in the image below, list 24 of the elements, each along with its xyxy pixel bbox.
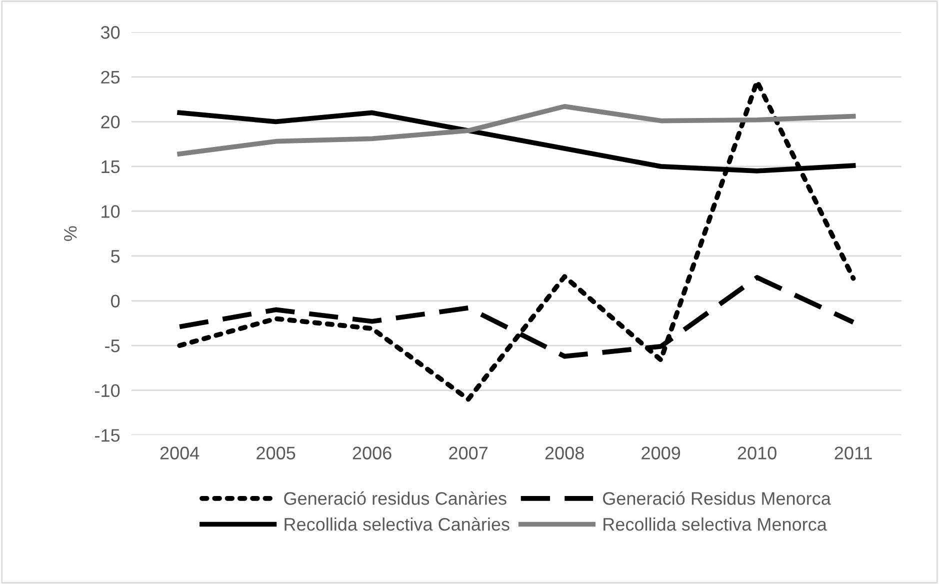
y-tick-label: 20 <box>101 116 120 128</box>
y-tick-label: 5 <box>111 250 120 263</box>
y-tick-label: 0 <box>111 294 120 308</box>
legend-label: Generació Residus Menorca <box>603 491 831 505</box>
x-tick-label: 2010 <box>738 446 776 460</box>
y-tick-label: 25 <box>101 70 120 84</box>
y-tick-label: -5 <box>105 340 120 352</box>
x-tick-label: 2008 <box>545 446 584 460</box>
x-tick-label: 2006 <box>352 446 392 460</box>
x-tick-label: 2005 <box>256 446 296 460</box>
y-tick-label: 10 <box>102 205 120 218</box>
y-tick-label: -10 <box>95 384 120 398</box>
y-tick-label: 30 <box>100 26 120 39</box>
x-tick-label: 2007 <box>449 446 488 460</box>
legend-label: Recollida selectiva Menorca <box>604 517 827 531</box>
x-tick-label: 2011 <box>834 446 872 460</box>
legend-label: Generació residus Canàries <box>284 491 506 505</box>
y-tick-label: -15 <box>95 429 120 442</box>
x-tick-label: 2004 <box>160 446 200 460</box>
x-tick-label: 2009 <box>642 446 680 460</box>
y-axis-title: % <box>64 226 77 241</box>
line-series <box>177 104 856 156</box>
legend-label: Recollida selectiva Canàries <box>284 517 510 531</box>
y-tick-label: 15 <box>102 160 120 174</box>
